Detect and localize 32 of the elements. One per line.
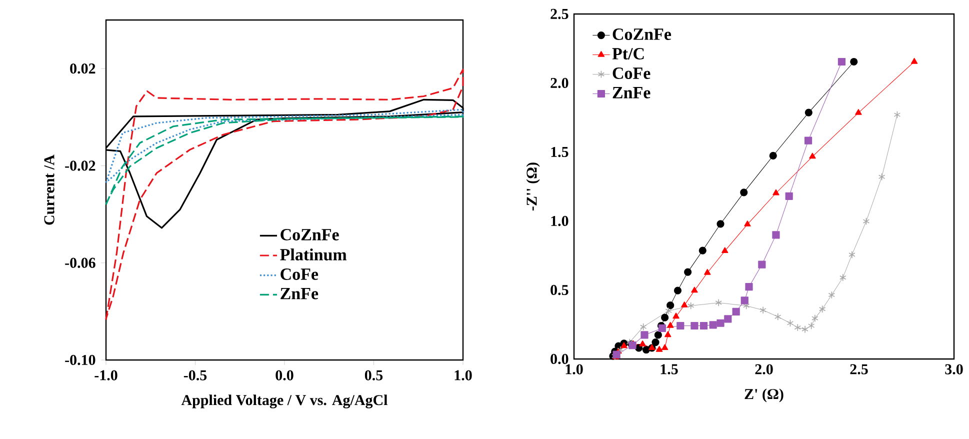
legend-label: Platinum [280,248,347,260]
y-tick-label: -0.02 [65,160,96,171]
legend-label: CoZnFe [612,28,672,40]
y-tick-label: 0.0 [550,354,568,364]
y-tick-label: 1.5 [551,146,568,158]
x-tick-label: 0.5 [364,370,383,380]
y-tick-label: 0.02 [70,63,96,74]
y-tick-label: -0.10 [65,354,96,366]
y-tick-label: 2.0 [550,78,568,88]
x-tick-label: 2.5 [850,364,868,374]
y-tick-label: 1.0 [551,216,568,226]
legend-label: ZnFe [280,288,318,300]
legend-label: CoZnFe [280,228,339,240]
x-tick-label: 1.5 [660,364,678,374]
x-tick-label: 2.0 [755,364,773,374]
x-tick-label: 3.0 [945,364,963,374]
y-tick-label: 2.5 [550,8,568,20]
legend-label: CoFe [280,268,318,280]
legend-label: CoFe [612,68,650,79]
y-axis-title: -Z'' (Ω) [526,162,540,210]
y-tick-label: -0.06 [65,258,96,268]
x-axis-title: Z' (Ω) [744,388,784,402]
x-tick-label: 0.0 [276,370,294,380]
x-axis-title: Applied Voltage / V vs. Ag/AgCl [181,394,388,408]
x-tick-label: 1.0 [566,364,583,374]
y-axis-title: Current /A [44,154,54,225]
x-tick-label: -0.5 [184,370,207,380]
y-tick-label: 0.5 [550,284,568,296]
legend-label: Pt/C [612,48,644,60]
legend-label: ZnFe [612,87,650,98]
x-tick-label: 1.0 [454,370,472,380]
x-tick-label: -1.0 [94,370,118,380]
